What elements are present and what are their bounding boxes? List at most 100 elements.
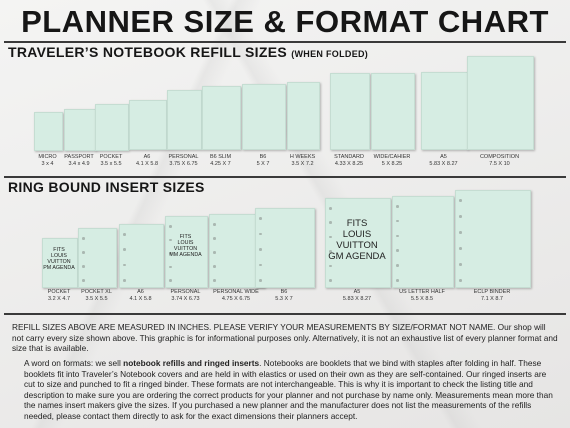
tn-refill-card xyxy=(64,109,96,151)
ring-insert-name: US LETTER HALF xyxy=(399,289,445,295)
formats-paragraph: A word on formats: we sell notebook refi… xyxy=(24,358,554,421)
tn-refill-size: 4.33 X 8.25 xyxy=(334,161,364,167)
ring-insert-card xyxy=(255,208,315,288)
tn-refill-size: 5 X 8.25 xyxy=(381,161,403,167)
tn-refill-label: H WEEKS 3.5 X 7.2 xyxy=(290,154,315,168)
ring-insert-size: 3.74 X 6.73 xyxy=(171,296,200,302)
ring-hole xyxy=(329,264,332,268)
ring-hole xyxy=(329,221,332,224)
tn-refill-card xyxy=(95,104,129,151)
tn-refill-size: 3.4 x 4.9 xyxy=(68,161,90,167)
divider-bottom xyxy=(4,313,566,315)
ring-insert-card xyxy=(78,228,117,288)
tn-refill-name: PASSPORT xyxy=(64,154,94,160)
ring-hole xyxy=(459,199,462,202)
tn-refill-size: 4.1 X 5.8 xyxy=(135,161,159,167)
divider-mid xyxy=(4,176,566,178)
tn-refill-label: STANDARD 4.33 X 8.25 xyxy=(334,154,364,168)
lv-line: MM AGENDA xyxy=(169,252,202,259)
tn-refill-card xyxy=(371,73,415,150)
ring-insert-card xyxy=(455,190,531,288)
tn-refill-size: 7.5 X 10 xyxy=(489,161,510,167)
ring-hole xyxy=(169,225,172,228)
ring-hole xyxy=(396,205,399,208)
tn-refill-card xyxy=(330,73,370,150)
tn-heading-note: (WHEN FOLDED) xyxy=(291,49,369,59)
ring-insert-name: POCKET xyxy=(47,289,71,295)
ring-hole xyxy=(123,279,126,282)
ring-insert-name: POCKET XL xyxy=(81,289,112,295)
ring-section-heading: RING BOUND INSERT SIZES xyxy=(8,179,205,195)
ring-holes xyxy=(213,215,216,287)
ring-holes xyxy=(82,229,85,287)
tn-refill-size: 3.5 X 7.2 xyxy=(291,161,314,167)
tn-refill-name: H WEEKS xyxy=(289,154,316,160)
ring-hole xyxy=(396,219,399,223)
tn-refill-card xyxy=(287,82,320,150)
tn-refill-label: COMPOSITION 7.5 X 10 xyxy=(480,154,519,168)
ring-insert-size: 5.5 X 8.5 xyxy=(410,296,434,302)
ring-hole xyxy=(82,237,85,240)
ring-hole xyxy=(259,279,262,282)
ring-hole xyxy=(213,223,216,226)
ring-insert-label: PERSONAL 3.74 X 6.73 xyxy=(171,289,201,303)
ring-insert-size: 5.83 X 8.27 xyxy=(342,296,372,302)
ring-hole xyxy=(213,279,216,282)
ring-hole xyxy=(259,263,262,266)
ring-hole xyxy=(329,235,332,239)
tn-refill-name: B6 xyxy=(259,154,267,160)
tn-heading-text: TRAVELER’S NOTEBOOK REFILL SIZES xyxy=(8,44,287,60)
lv-line: LOUIS xyxy=(342,228,372,240)
ring-hole xyxy=(459,231,462,234)
ring-insert-label: PERSONAL WIDE 4.75 X 6.75 xyxy=(213,289,259,303)
tn-refill-card xyxy=(242,84,286,150)
tn-refill-label: B6 5 X 7 xyxy=(257,154,270,168)
ring-hole xyxy=(459,247,462,250)
tn-refill-size: 5.83 X 8.27 xyxy=(429,161,458,167)
ring-hole xyxy=(459,263,462,266)
ring-insert-name: PERSONAL xyxy=(170,289,201,295)
ring-hole xyxy=(169,265,172,268)
ring-hole xyxy=(213,237,216,240)
ring-insert-size: 3.5 X 5.5 xyxy=(85,296,108,302)
ring-hole xyxy=(459,215,462,218)
ring-hole xyxy=(123,263,126,267)
tn-refill-size: 3.75 X 6.75 xyxy=(169,161,198,167)
ring-insert-name: B6 xyxy=(280,289,288,295)
lv-line: VUITTON xyxy=(47,259,71,266)
lv-line: LOUIS xyxy=(51,253,67,260)
tn-refill-card xyxy=(421,72,468,150)
divider-top xyxy=(4,41,566,43)
ring-insert-size: 4.1 X 5.8 xyxy=(129,296,152,302)
ring-hole xyxy=(396,279,399,282)
ring-holes xyxy=(259,209,262,287)
tn-refill-name: MICRO xyxy=(38,154,57,160)
lv-line: FITS xyxy=(53,247,65,253)
ring-hole xyxy=(329,250,332,253)
formats-intro: A word on formats: we sell xyxy=(24,358,124,368)
ring-insert-card xyxy=(392,196,454,288)
ring-hole xyxy=(259,248,262,251)
ring-insert-card xyxy=(119,224,164,288)
ring-insert-name: PERSONAL WIDE xyxy=(213,289,259,295)
lv-line: LOUIS xyxy=(177,240,194,247)
ring-insert-card xyxy=(325,198,391,288)
tn-refill-label: MICRO 3 x 4 xyxy=(38,154,56,168)
ring-insert-card xyxy=(165,216,208,288)
ring-holes xyxy=(169,217,172,287)
tn-refill-size: 3.5 x 5.5 xyxy=(100,161,122,167)
tn-refill-name: A6 xyxy=(143,154,151,160)
ring-insert-label: ECLP BINDER 7.1 X 8.7 xyxy=(474,289,511,303)
tn-refill-card xyxy=(202,86,241,150)
tn-section-heading: TRAVELER’S NOTEBOOK REFILL SIZES (WHEN F… xyxy=(8,44,368,60)
formats-bold-phrase: notebook refills and ringed inserts xyxy=(123,358,260,368)
ring-insert-size: 7.1 X 8.7 xyxy=(480,296,504,302)
ring-holes xyxy=(123,225,126,287)
tn-refill-name: PERSONAL xyxy=(168,154,199,160)
tn-refill-size: 3 x 4 xyxy=(41,161,54,167)
lv-line: GM AGENDA xyxy=(328,250,386,262)
tn-refill-card xyxy=(129,100,167,150)
tn-refill-label: A5 5.83 X 8.27 xyxy=(429,154,457,168)
ring-holes xyxy=(459,191,462,287)
lv-line: PM AGENDA xyxy=(43,265,75,272)
